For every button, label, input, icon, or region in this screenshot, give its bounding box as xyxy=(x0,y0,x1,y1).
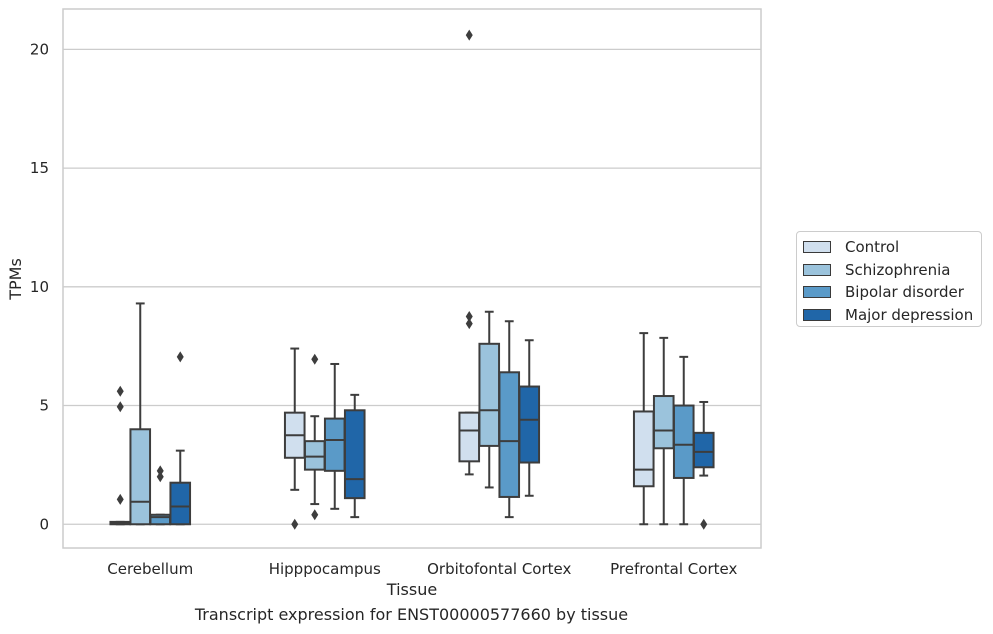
x-axis-label: Tissue xyxy=(386,580,437,599)
y-tick-label: 0 xyxy=(39,515,49,533)
x-tick-labels: Cerebellum Hipppocampus Orbitofontal Corte… xyxy=(107,560,737,578)
box-2-3 xyxy=(518,339,541,497)
outlier-point xyxy=(465,310,473,322)
y-tick-labels: 0 5 10 15 20 xyxy=(30,40,49,533)
box-body xyxy=(652,395,675,450)
box-body xyxy=(458,411,481,463)
outlier-point xyxy=(465,318,473,330)
outlier-point xyxy=(156,471,164,483)
outlier-point xyxy=(176,351,184,363)
box-3-0 xyxy=(632,332,655,526)
box-body xyxy=(498,371,521,498)
outlier-point xyxy=(465,29,473,41)
legend: Control Schizophrenia Bipolar disorder Majo… xyxy=(796,231,982,327)
legend-item: Major depression xyxy=(803,304,981,327)
box-body xyxy=(323,417,346,472)
x-tick-label: Orbitofontal Cortex xyxy=(427,560,571,578)
legend-label: Bipolar disorder xyxy=(845,283,964,302)
outlier-point xyxy=(116,493,124,505)
box-0-1 xyxy=(129,302,152,526)
outlier-point xyxy=(311,353,319,365)
x-tick-label: Hipppocampus xyxy=(269,560,381,578)
y-axis-label: TPMs xyxy=(6,258,25,301)
outlier-point xyxy=(700,518,708,530)
outlier-point xyxy=(311,509,319,521)
y-tick-label: 15 xyxy=(30,159,49,177)
box-body xyxy=(129,428,152,526)
box-body xyxy=(518,385,541,464)
legend-label: Major depression xyxy=(845,305,974,324)
legend-item: Bipolar disorder xyxy=(803,281,981,304)
legend-swatch xyxy=(803,286,831,299)
box-3-2 xyxy=(672,355,695,526)
box-body xyxy=(632,410,655,488)
legend-label: Control xyxy=(845,238,900,257)
box-body xyxy=(169,481,192,526)
box-1-2 xyxy=(323,362,346,510)
box-3-3 xyxy=(692,400,715,530)
legend-item: Schizophrenia xyxy=(803,259,981,282)
legend-item: Control xyxy=(803,236,981,259)
chart-caption: Transcript expression for ENST0000057766… xyxy=(194,605,629,624)
legend-label: Schizophrenia xyxy=(845,260,951,279)
box-2-1 xyxy=(478,310,501,489)
y-tick-label: 20 xyxy=(30,40,49,58)
box-2-2 xyxy=(498,320,521,519)
box-0-0 xyxy=(109,385,132,526)
outlier-point xyxy=(116,401,124,413)
outlier-point xyxy=(156,465,164,477)
box-1-1 xyxy=(303,353,326,521)
outlier-point xyxy=(116,385,124,397)
plot-marks xyxy=(109,29,715,530)
legend-swatch xyxy=(803,308,831,321)
box-1-0 xyxy=(283,347,306,530)
x-tick-label: Prefrontal Cortex xyxy=(610,560,737,578)
y-tick-label: 10 xyxy=(30,278,49,296)
box-2-0 xyxy=(458,29,481,476)
box-body xyxy=(303,440,326,471)
x-tick-label: Cerebellum xyxy=(107,560,193,578)
plot-frame xyxy=(62,8,762,549)
box-1-3 xyxy=(343,393,366,519)
box-body xyxy=(478,342,501,447)
box-body xyxy=(343,409,366,500)
grid-lines xyxy=(63,48,761,525)
box-body xyxy=(672,404,695,479)
legend-swatch xyxy=(803,241,831,254)
legend-swatch xyxy=(803,263,831,276)
box-0-2 xyxy=(149,465,172,526)
y-tick-label: 5 xyxy=(39,397,49,415)
outlier-point xyxy=(291,518,299,530)
box-3-1 xyxy=(652,336,675,526)
box-0-3 xyxy=(169,351,192,526)
box-body xyxy=(692,431,715,469)
